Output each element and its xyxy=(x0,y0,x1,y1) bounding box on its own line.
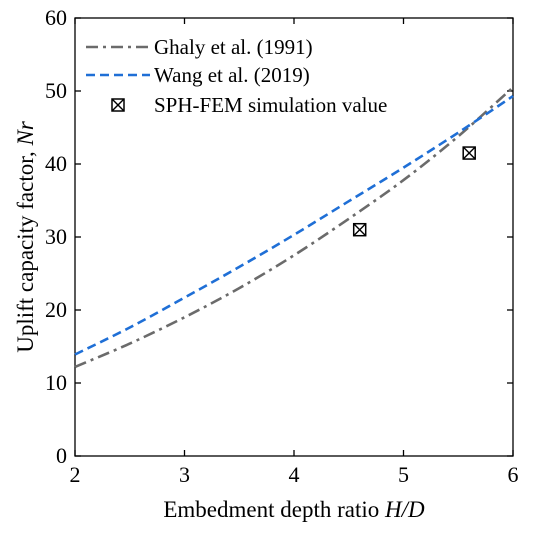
legend-marker xyxy=(111,98,125,112)
legend-label: Wang et al. (2019) xyxy=(154,63,310,87)
x-tick-label: 4 xyxy=(289,462,300,487)
x-axis-symbol: H/D xyxy=(379,497,425,522)
x-axis-label: Embedment depth ratio xyxy=(163,497,379,522)
series-line-1 xyxy=(74,95,514,356)
y-axis-label: Uplift capacity factor, xyxy=(13,151,38,353)
series-lines xyxy=(74,86,514,369)
y-axis-symbol: Nr xyxy=(13,120,38,151)
legend-label: SPH-FEM simulation value xyxy=(154,93,387,117)
y-tick-label: 60 xyxy=(45,5,67,30)
marker-points xyxy=(352,146,476,237)
y-tick-label: 20 xyxy=(45,297,67,322)
series-line-0 xyxy=(74,86,514,369)
legend-label: Ghaly et al. (1991) xyxy=(154,35,313,59)
data-point-marker xyxy=(352,222,367,237)
legend: Ghaly et al. (1991) Wang et al. (2019) SPH… xyxy=(86,35,387,117)
x-tick-label: 6 xyxy=(508,462,519,487)
x-tick-label: 5 xyxy=(398,462,409,487)
data-point-marker xyxy=(462,146,476,160)
y-tick-label: 40 xyxy=(45,151,67,176)
y-tick-label: 30 xyxy=(45,224,67,249)
y-tick-label: 10 xyxy=(45,370,67,395)
y-tick-label: 50 xyxy=(45,78,67,103)
axis-titles: Embedment depth ratio H/D Uplift capacity… xyxy=(13,120,425,522)
y-tick-label: 0 xyxy=(56,443,67,468)
y-axis-title: Uplift capacity factor, Nr xyxy=(13,120,38,353)
x-tick-label: 3 xyxy=(179,462,190,487)
x-tick-label: 2 xyxy=(70,462,81,487)
x-axis-title: Embedment depth ratio H/D xyxy=(163,497,425,522)
